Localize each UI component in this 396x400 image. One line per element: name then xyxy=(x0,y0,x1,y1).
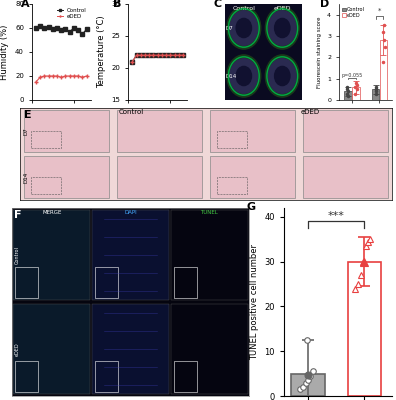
Text: B: B xyxy=(113,0,122,9)
FancyBboxPatch shape xyxy=(23,110,109,152)
Circle shape xyxy=(268,11,296,45)
FancyBboxPatch shape xyxy=(209,156,295,198)
Legend: Control, eDED: Control, eDED xyxy=(341,6,366,18)
Circle shape xyxy=(265,7,299,49)
FancyBboxPatch shape xyxy=(209,110,295,152)
Y-axis label: Fluorescein staining score: Fluorescein staining score xyxy=(316,16,322,88)
Text: A: A xyxy=(21,0,30,9)
Text: TUNEL: TUNEL xyxy=(200,210,218,215)
Text: G: G xyxy=(246,202,255,212)
Bar xyxy=(380,40,387,100)
Circle shape xyxy=(265,55,299,97)
Text: DAPI: DAPI xyxy=(124,210,137,215)
Text: *: * xyxy=(378,8,381,14)
Text: F: F xyxy=(14,210,22,220)
Bar xyxy=(352,87,360,100)
Y-axis label: Temperature (°C): Temperature (°C) xyxy=(97,16,106,88)
Y-axis label: TUNEL positive cell number: TUNEL positive cell number xyxy=(250,244,259,360)
Text: eDED: eDED xyxy=(301,109,320,115)
Circle shape xyxy=(236,66,251,86)
Circle shape xyxy=(227,7,261,49)
Circle shape xyxy=(236,18,251,38)
Text: C: C xyxy=(213,0,221,9)
Text: Control: Control xyxy=(14,246,19,264)
Text: D: D xyxy=(320,0,329,9)
Y-axis label: Humidity (%): Humidity (%) xyxy=(0,24,10,80)
Text: Control: Control xyxy=(119,109,144,115)
FancyBboxPatch shape xyxy=(13,210,90,300)
Circle shape xyxy=(230,11,258,45)
Text: p=0.055: p=0.055 xyxy=(341,72,363,78)
FancyBboxPatch shape xyxy=(92,304,169,394)
Text: D7: D7 xyxy=(225,26,233,30)
Bar xyxy=(344,92,352,100)
Circle shape xyxy=(230,59,258,93)
Text: Control: Control xyxy=(232,6,255,11)
Legend: Control, eDED: Control, eDED xyxy=(56,7,88,20)
X-axis label: Days: Days xyxy=(147,119,168,128)
X-axis label: Days: Days xyxy=(51,119,72,128)
Circle shape xyxy=(227,55,261,97)
FancyBboxPatch shape xyxy=(303,110,388,152)
Text: ***: *** xyxy=(328,210,345,220)
Text: MERGE: MERGE xyxy=(43,210,62,215)
FancyBboxPatch shape xyxy=(303,156,388,198)
FancyBboxPatch shape xyxy=(171,210,248,300)
Bar xyxy=(291,374,325,396)
FancyBboxPatch shape xyxy=(116,110,202,152)
FancyBboxPatch shape xyxy=(116,156,202,198)
Circle shape xyxy=(268,59,296,93)
Bar xyxy=(372,89,379,100)
FancyBboxPatch shape xyxy=(171,304,248,394)
Text: D7: D7 xyxy=(23,127,29,135)
Circle shape xyxy=(274,18,290,38)
Bar xyxy=(348,262,381,396)
Text: eDED: eDED xyxy=(274,6,291,11)
Circle shape xyxy=(274,66,290,86)
FancyBboxPatch shape xyxy=(92,210,169,300)
Text: D14: D14 xyxy=(23,171,29,183)
FancyBboxPatch shape xyxy=(13,304,90,394)
Text: E: E xyxy=(23,110,31,120)
Text: D14: D14 xyxy=(225,74,236,78)
FancyBboxPatch shape xyxy=(23,156,109,198)
Text: eDED: eDED xyxy=(14,342,19,356)
